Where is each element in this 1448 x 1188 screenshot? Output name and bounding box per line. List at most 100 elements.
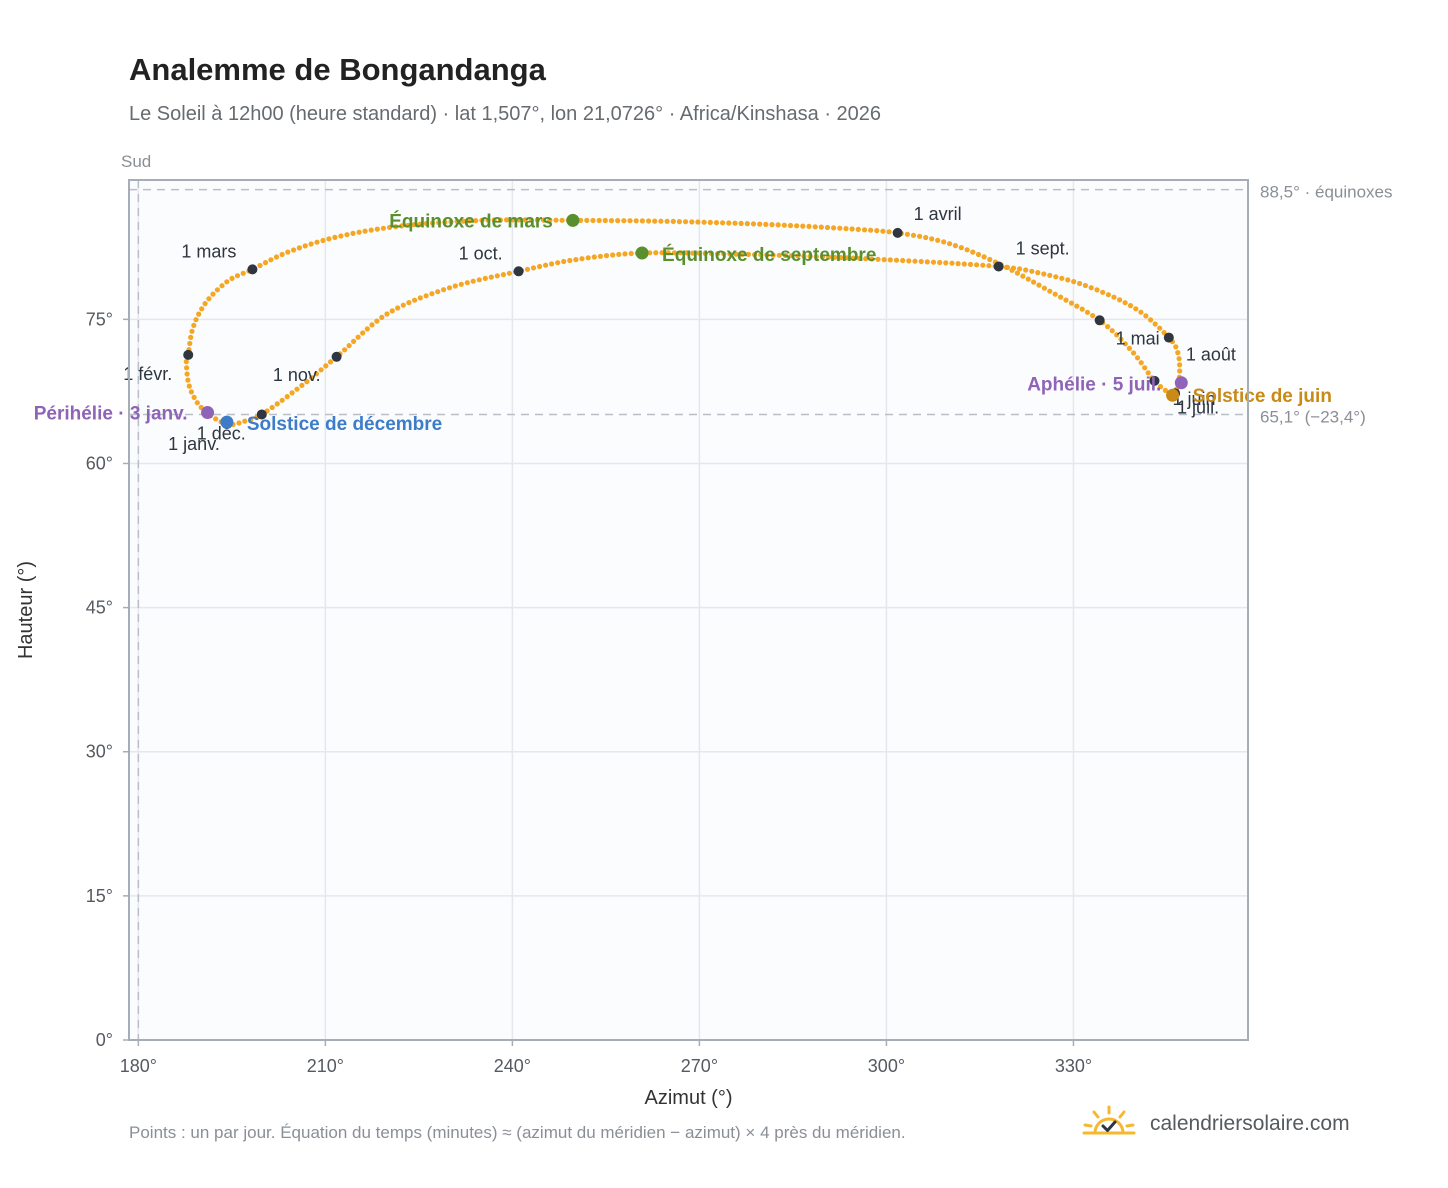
daily-point: [690, 250, 696, 256]
daily-point: [351, 338, 357, 344]
daily-point: [1127, 303, 1134, 309]
daily-point: [665, 250, 671, 256]
daily-point: [670, 218, 676, 224]
daily-point: [269, 404, 275, 411]
daily-point: [510, 217, 516, 223]
daily-point: [309, 375, 315, 381]
month-marker: [993, 261, 1004, 272]
brand[interactable]: calendriersolaire.com: [1082, 1102, 1350, 1146]
daily-point: [702, 250, 708, 256]
footnote: Points : un par jour. Équation du temps …: [129, 1123, 906, 1142]
daily-point: [758, 252, 764, 258]
event-marker: [1174, 376, 1188, 390]
daily-point: [360, 330, 366, 336]
chart-title: Analemme de Bongandanga: [129, 52, 546, 87]
daily-point: [219, 283, 225, 289]
daily-point: [881, 257, 887, 263]
daily-point: [423, 293, 429, 299]
daily-point: [837, 225, 843, 231]
daily-point: [379, 314, 385, 320]
daily-point: [869, 256, 875, 262]
daily-point: [1036, 282, 1042, 288]
daily-point: [1047, 272, 1053, 278]
daily-point: [308, 241, 314, 247]
daily-point: [917, 233, 923, 239]
daily-point: [362, 228, 368, 234]
daily-point: [412, 297, 418, 303]
daily-point: [188, 389, 194, 395]
daily-point: [981, 254, 987, 260]
daily-point: [1161, 330, 1167, 336]
x-tick-label: 330°: [1055, 1056, 1092, 1076]
daily-point: [886, 229, 892, 235]
daily-point: [185, 377, 191, 383]
daily-point: [423, 220, 429, 227]
daily-point: [344, 232, 350, 238]
daily-point: [187, 340, 193, 347]
daily-point: [602, 217, 608, 224]
daily-point: [289, 390, 295, 396]
y-tick-label: 45°: [86, 598, 113, 618]
daily-point: [236, 420, 242, 426]
daily-point: [294, 386, 300, 392]
daily-point: [596, 217, 602, 224]
daily-point: [1010, 265, 1017, 271]
x-tick-label: 180°: [120, 1056, 157, 1076]
daily-point: [291, 247, 297, 253]
daily-point: [696, 250, 702, 256]
daily-point: [1118, 336, 1124, 342]
daily-point: [1090, 313, 1096, 319]
daily-point: [653, 250, 659, 256]
daily-point: [1145, 370, 1151, 376]
daily-point: [1059, 275, 1065, 281]
daily-point: [832, 254, 838, 260]
sun-check-icon: [1082, 1105, 1136, 1135]
daily-point: [967, 261, 974, 267]
daily-point: [585, 255, 591, 261]
daily-point: [479, 217, 485, 223]
daily-point: [186, 383, 192, 389]
daily-point: [628, 250, 634, 257]
month-marker: [183, 349, 194, 360]
daily-point: [1157, 384, 1164, 390]
daily-point: [739, 251, 745, 257]
daily-point: [332, 234, 338, 240]
daily-point: [1071, 279, 1077, 285]
daily-point: [522, 217, 528, 223]
daily-point: [1035, 270, 1041, 276]
daily-point: [887, 257, 893, 263]
daily-point: [658, 218, 664, 224]
daily-point: [591, 254, 597, 260]
daily-point: [671, 250, 678, 256]
daily-point: [389, 308, 395, 314]
daily-point: [470, 278, 476, 284]
daily-point: [949, 260, 955, 266]
daily-point: [955, 261, 961, 267]
event-label: Aphélie · 5 juil.: [1027, 375, 1161, 396]
daily-point: [597, 253, 604, 259]
daily-point: [1100, 289, 1106, 295]
daily-point: [843, 226, 849, 232]
daily-point: [1025, 276, 1031, 282]
daily-point: [1074, 303, 1080, 309]
daily-point: [528, 217, 534, 223]
daily-point: [400, 302, 406, 308]
daily-point: [1053, 274, 1059, 280]
daily-point: [446, 285, 453, 291]
daily-point: [1023, 267, 1029, 273]
chart-subtitle: Le Soleil à 12h00 (heure standard) · lat…: [129, 103, 882, 125]
daily-point: [350, 230, 356, 236]
daily-point: [708, 250, 715, 257]
daily-point: [364, 326, 370, 332]
daily-point: [299, 382, 305, 388]
daily-point: [530, 265, 537, 271]
daily-point: [561, 258, 567, 265]
daily-point: [935, 237, 941, 243]
daily-point: [1131, 350, 1137, 356]
daily-point: [787, 222, 794, 229]
event-label: Solstice de décembre: [247, 414, 442, 435]
daily-point: [1047, 288, 1053, 294]
daily-point: [752, 252, 758, 258]
daily-point: [395, 305, 401, 311]
month-marker: [1163, 332, 1174, 343]
